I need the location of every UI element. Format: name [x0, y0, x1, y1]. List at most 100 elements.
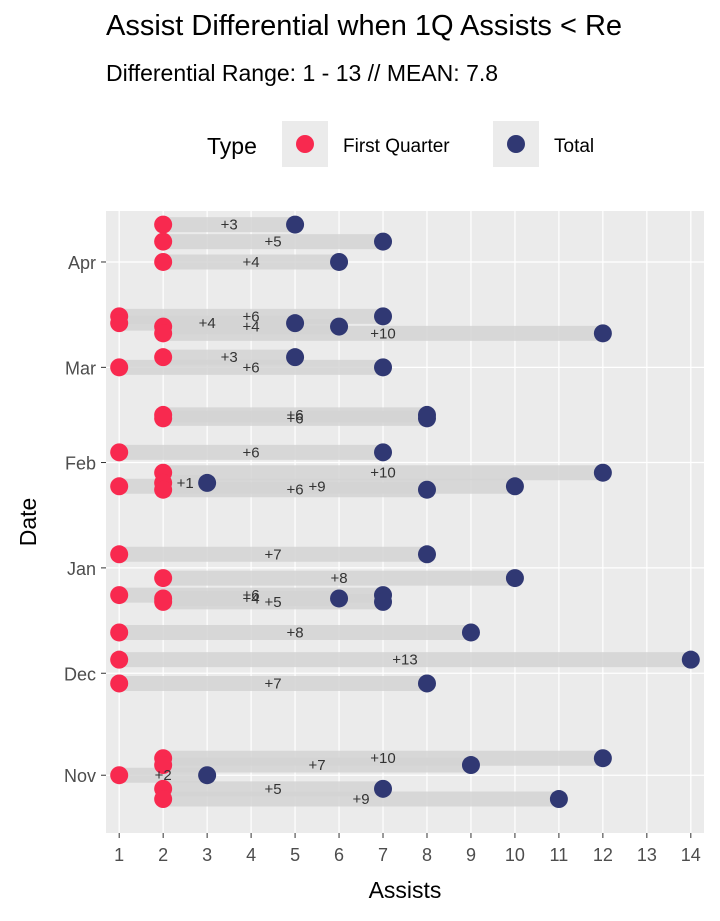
first-quarter-point: [110, 443, 129, 462]
x-tick-label: 10: [505, 845, 525, 865]
first-quarter-point: [154, 756, 173, 775]
total-point: [374, 307, 393, 326]
x-tick-label: 14: [681, 845, 701, 865]
first-quarter-point: [110, 674, 129, 693]
differential-label: +5: [265, 781, 282, 798]
points: [110, 215, 700, 809]
first-quarter-point: [110, 623, 129, 642]
y-tick-label: Nov: [64, 766, 96, 786]
x-axis-title: Assists: [369, 877, 442, 903]
chart-subtitle: Differential Range: 1 - 13 // MEAN: 7.8: [106, 60, 499, 86]
differential-label: +2: [155, 767, 172, 784]
differential-labels: +3+5+4+6+4 +4 +10+3+6+6+6+6+10+1 +9+6+7+8+6…: [155, 217, 418, 808]
total-point: [330, 252, 349, 271]
differential-label: +8: [330, 570, 347, 587]
differential-label: +6: [287, 482, 304, 499]
total-point: [374, 232, 393, 251]
chart-title: Assist Differential when 1Q Assists < Re: [106, 10, 623, 42]
x-tick-label: 4: [246, 845, 256, 865]
first-quarter-point: [110, 314, 129, 333]
differential-label: +6: [287, 407, 304, 424]
x-tick-label: 6: [334, 845, 344, 865]
y-tick-label: Feb: [65, 454, 96, 474]
differential-label: +6: [243, 444, 260, 461]
differential-label: +10: [370, 750, 395, 767]
plot-panel: [106, 211, 704, 833]
first-quarter-point: [110, 586, 129, 605]
total-point: [374, 443, 393, 462]
total-point: [417, 409, 436, 428]
legend: Type First Quarter Total: [207, 121, 594, 167]
first-quarter-point: [110, 650, 129, 669]
differential-label: +4: [199, 315, 216, 332]
first-quarter-point: [154, 348, 173, 367]
total-point: [330, 589, 349, 608]
total-point: [593, 463, 612, 482]
x-tick-label: 13: [637, 845, 657, 865]
first-quarter-point: [110, 766, 129, 785]
total-point: [505, 569, 524, 588]
differential-label: +7: [265, 675, 282, 692]
legend-entry-label: First Quarter: [343, 136, 450, 157]
first-quarter-point: [110, 545, 129, 564]
first-quarter-point: [154, 215, 173, 234]
total-point: [417, 480, 436, 499]
differential-label: +7: [309, 757, 326, 774]
total-point: [374, 779, 393, 798]
x-tick-label: 8: [422, 845, 432, 865]
x-tick-label: 9: [466, 845, 476, 865]
differential-label: +6: [287, 410, 304, 427]
x-axis: 1 2 3 4 5 6 7 8 9 10 11 12 13 14: [114, 833, 701, 865]
legend-key-point: [507, 135, 525, 153]
differential-label: +7: [265, 546, 282, 563]
first-quarter-point: [154, 409, 173, 428]
differential-label: +5: [265, 234, 282, 251]
total-point: [286, 215, 305, 234]
differential-label: +4: [243, 319, 260, 336]
y-tick-label: Jan: [67, 559, 96, 579]
total-point: [374, 358, 393, 377]
legend-title: Type: [207, 133, 257, 159]
total-point: [549, 790, 568, 809]
total-point: [461, 756, 480, 775]
total-point: [505, 477, 524, 496]
differential-label: +3: [221, 349, 238, 366]
y-tick-label: Mar: [65, 358, 96, 378]
gridlines: [106, 211, 704, 833]
y-axis: Nov Dec Jan Feb Mar Apr: [64, 253, 106, 786]
x-tick-label: 7: [378, 845, 388, 865]
first-quarter-point: [154, 480, 173, 499]
total-point: [461, 623, 480, 642]
total-point: [593, 324, 612, 343]
differential-label: +4: [243, 254, 260, 271]
differential-label: +6: [243, 308, 260, 325]
total-point: [198, 766, 217, 785]
x-tick-label: 2: [158, 845, 168, 865]
differential-label: +4: [243, 590, 260, 607]
first-quarter-point: [110, 358, 129, 377]
first-quarter-point: [154, 324, 173, 343]
x-tick-label: 12: [593, 845, 613, 865]
total-point: [286, 348, 305, 367]
total-point: [681, 650, 700, 669]
differential-label: +9: [352, 791, 369, 808]
differential-label: +9: [309, 478, 326, 495]
differential-label: +10: [370, 465, 395, 482]
first-quarter-point: [154, 592, 173, 611]
total-point: [374, 592, 393, 611]
x-tick-label: 5: [290, 845, 300, 865]
total-point: [286, 314, 305, 333]
segments: [119, 217, 691, 807]
differential-label: +8: [287, 624, 304, 641]
x-tick-label: 11: [550, 845, 569, 865]
differential-label: +10: [370, 325, 395, 342]
total-point: [198, 473, 217, 492]
differential-label: +5: [265, 594, 282, 611]
y-tick-label: Dec: [64, 664, 96, 684]
differential-label: +13: [392, 652, 417, 669]
first-quarter-point: [110, 477, 129, 496]
legend-key-point: [296, 135, 314, 153]
first-quarter-point: [154, 569, 173, 588]
total-point: [330, 317, 349, 336]
